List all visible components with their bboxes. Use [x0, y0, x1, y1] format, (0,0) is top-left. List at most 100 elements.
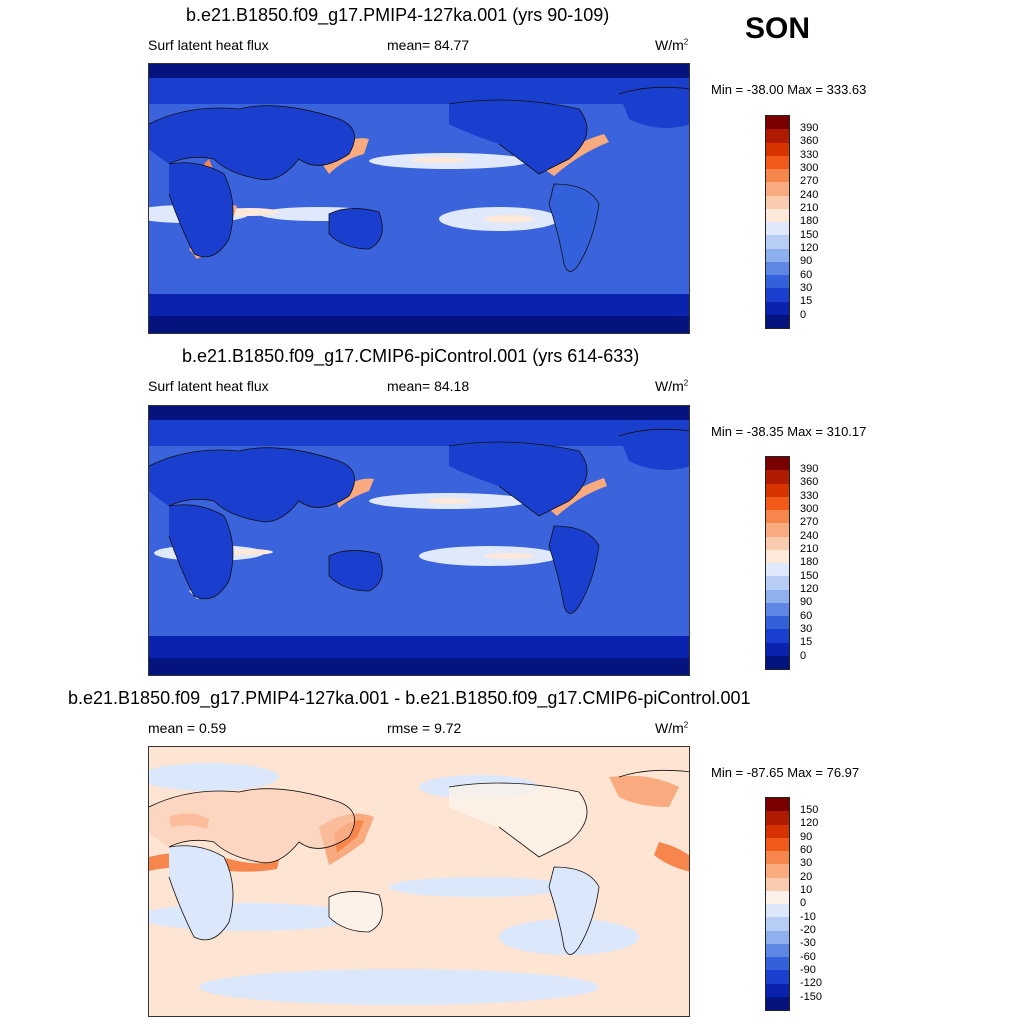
- colorbar-swatch: [766, 129, 789, 143]
- colorbar-label: -20: [800, 924, 816, 936]
- panel-1-minmax: Min = -38.00 Max = 333.63: [711, 82, 867, 97]
- colorbar-label: 20: [800, 871, 813, 883]
- panel-1-map: [148, 63, 690, 334]
- colorbar-label: 390: [800, 122, 819, 134]
- colorbar-swatch: [766, 629, 789, 643]
- colorbar-swatch: [766, 917, 789, 931]
- colorbar-label: 0: [800, 897, 807, 909]
- panel-3-units: W/m2: [655, 720, 689, 736]
- colorbar-label: 60: [800, 269, 813, 281]
- colorbar-label: 390: [800, 463, 819, 475]
- colorbar-swatch: [766, 563, 789, 577]
- colorbar-swatch: [766, 851, 789, 865]
- colorbar-swatch: [766, 523, 789, 537]
- colorbar-swatch: [766, 864, 789, 878]
- colorbar-label: -60: [800, 951, 816, 963]
- panel-3-colorbar: [765, 797, 790, 1011]
- panel-3-map: [148, 746, 690, 1017]
- panel-2-title: b.e21.B1850.f09_g17.CMIP6-piControl.001 …: [182, 346, 640, 366]
- panel-2-map: [148, 405, 690, 676]
- colorbar-swatch: [766, 222, 789, 236]
- colorbar-swatch: [766, 616, 789, 630]
- colorbar-label: -90: [800, 964, 816, 976]
- colorbar-swatch: [766, 208, 789, 222]
- colorbar-label: 120: [800, 583, 819, 595]
- panel-1-title: b.e21.B1850.f09_g17.PMIP4-127ka.001 (yrs…: [186, 5, 610, 25]
- colorbar-label: -120: [800, 977, 823, 989]
- colorbar-swatch: [766, 457, 789, 471]
- colorbar-label: 240: [800, 530, 819, 542]
- colorbar-swatch: [766, 288, 789, 302]
- colorbar-swatch: [766, 943, 789, 957]
- colorbar-label: 120: [800, 242, 819, 254]
- colorbar-label: 60: [800, 844, 813, 856]
- panel-2-mean-label: mean= 84.18: [387, 378, 470, 394]
- colorbar-label: 150: [800, 229, 819, 241]
- colorbar-swatch: [766, 182, 789, 196]
- panel-3-title: b.e21.B1850.f09_g17.PMIP4-127ka.001 - b.…: [68, 688, 751, 708]
- colorbar-swatch: [766, 798, 789, 812]
- colorbar-label: 30: [800, 282, 813, 294]
- colorbar-swatch: [766, 811, 789, 825]
- colorbar-label: 150: [800, 804, 819, 816]
- colorbar-swatch: [766, 983, 789, 997]
- colorbar-label: 270: [800, 516, 819, 528]
- colorbar-swatch: [766, 195, 789, 209]
- colorbar-label: 210: [800, 202, 819, 214]
- colorbar-swatch: [766, 655, 789, 669]
- colorbar-swatch: [766, 483, 789, 497]
- panel-2-colorbar: [765, 456, 790, 670]
- colorbar-swatch: [766, 642, 789, 656]
- colorbar-label: 150: [800, 570, 819, 582]
- colorbar-swatch: [766, 235, 789, 249]
- colorbar-label: 180: [800, 556, 819, 568]
- colorbar-swatch: [766, 549, 789, 563]
- colorbar-swatch: [766, 248, 789, 262]
- colorbar-swatch: [766, 576, 789, 590]
- colorbar-label: 240: [800, 189, 819, 201]
- colorbar-swatch: [766, 996, 789, 1010]
- colorbar-swatch: [766, 301, 789, 315]
- colorbar-swatch: [766, 169, 789, 183]
- panel-3-rmse-label: rmse = 9.72: [387, 720, 462, 736]
- colorbar-label: 120: [800, 817, 819, 829]
- colorbar-label: 30: [800, 857, 813, 869]
- colorbar-label: -30: [800, 937, 816, 949]
- colorbar-swatch: [766, 589, 789, 603]
- colorbar-label: 270: [800, 175, 819, 187]
- colorbar-label: 0: [800, 650, 807, 662]
- colorbar-swatch: [766, 470, 789, 484]
- colorbar-swatch: [766, 142, 789, 156]
- panel-1-units: W/m2: [655, 37, 689, 53]
- panel-2-minmax: Min = -38.35 Max = 310.17: [711, 424, 867, 439]
- colorbar-swatch: [766, 904, 789, 918]
- panel-1-mean-label: mean= 84.77: [387, 37, 470, 53]
- colorbar-label: -10: [800, 911, 816, 923]
- panel-1-variable-label: Surf latent heat flux: [148, 37, 269, 53]
- colorbar-swatch: [766, 261, 789, 275]
- colorbar-swatch: [766, 824, 789, 838]
- colorbar-label: 90: [800, 596, 813, 608]
- panel-1-colorbar: [765, 115, 790, 329]
- panel-3-mean-label: mean = 0.59: [148, 720, 227, 736]
- colorbar-label: 30: [800, 623, 813, 635]
- colorbar-label: 330: [800, 490, 819, 502]
- panel-2-units: W/m2: [655, 378, 689, 394]
- colorbar-label: 300: [800, 503, 819, 515]
- colorbar-label: 0: [800, 309, 807, 321]
- colorbar-label: 15: [800, 295, 813, 307]
- colorbar-swatch: [766, 314, 789, 328]
- colorbar-swatch: [766, 536, 789, 550]
- colorbar-label: 10: [800, 884, 813, 896]
- colorbar-swatch: [766, 155, 789, 169]
- season-label: SON: [745, 12, 811, 45]
- colorbar-swatch: [766, 116, 789, 130]
- colorbar-label: 360: [800, 135, 819, 147]
- colorbar-swatch: [766, 890, 789, 904]
- colorbar-label: 60: [800, 610, 813, 622]
- colorbar-label: 360: [800, 476, 819, 488]
- colorbar-swatch: [766, 957, 789, 971]
- colorbar-label: 90: [800, 831, 813, 843]
- panel-3-minmax: Min = -87.65 Max = 76.97: [711, 765, 860, 780]
- colorbar-swatch: [766, 877, 789, 891]
